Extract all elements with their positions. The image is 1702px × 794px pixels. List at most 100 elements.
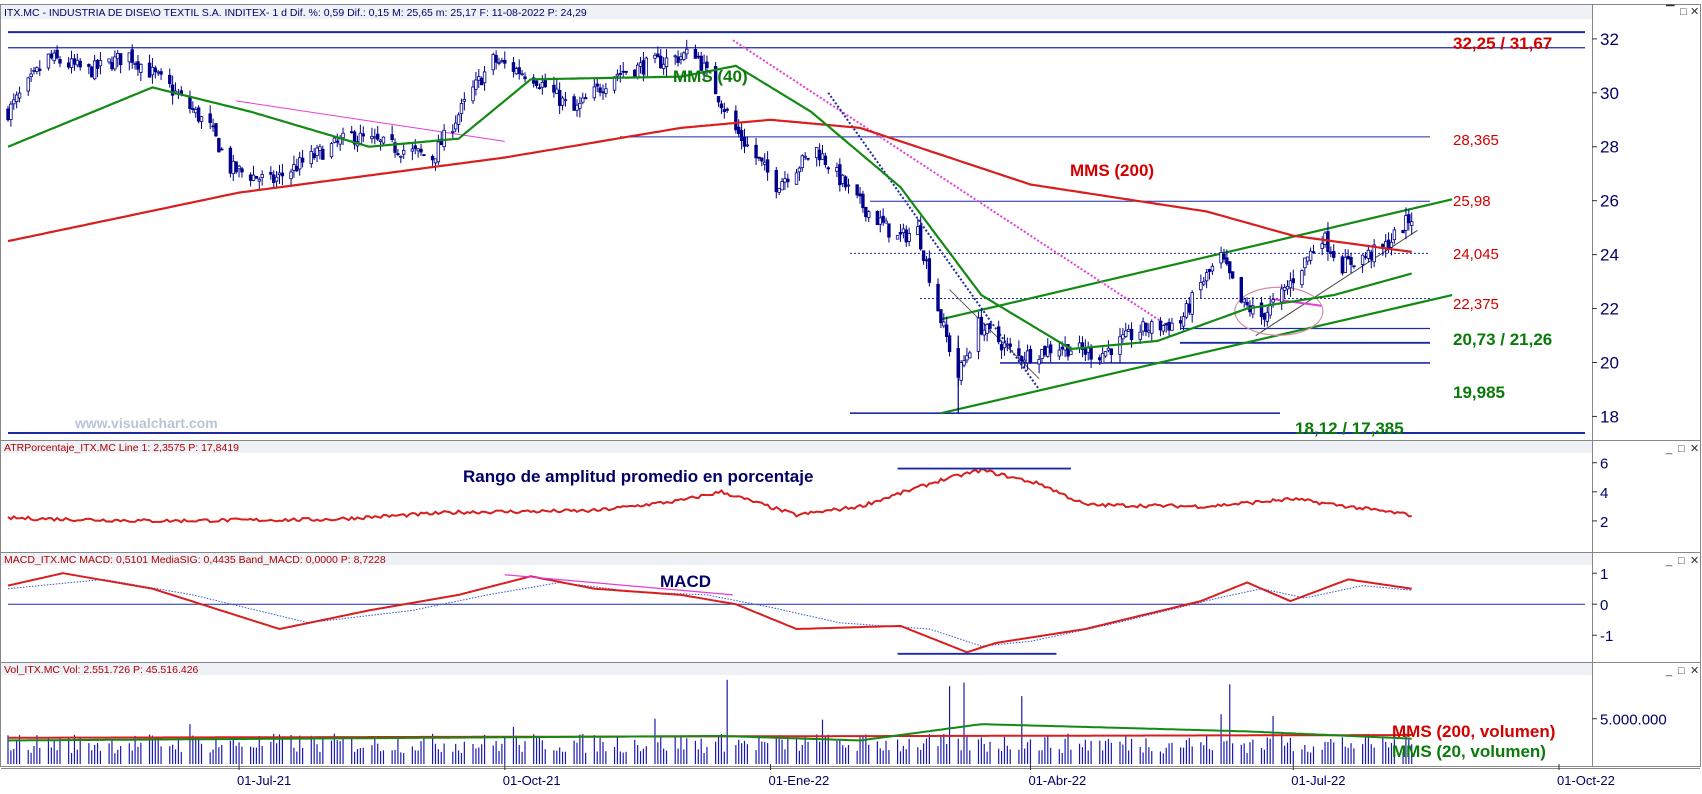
candle-body [1167, 321, 1171, 331]
candle-body [462, 98, 467, 102]
candle-body [396, 153, 400, 155]
atr-minimize-icon[interactable]: _ [1665, 443, 1673, 455]
candle-body [378, 139, 383, 142]
candle-body [1126, 328, 1131, 332]
restore-icon[interactable]: □ [1680, 6, 1687, 18]
candle-body [1066, 344, 1070, 357]
candle-body [581, 97, 585, 103]
candle-body [312, 153, 316, 159]
candle-body [1251, 305, 1255, 315]
candle-body [419, 148, 423, 153]
candle-body [451, 130, 455, 133]
candle-body [1329, 251, 1333, 254]
candle-body [217, 138, 221, 153]
candle-body [1158, 320, 1163, 331]
candle-body [682, 52, 686, 60]
candle-body [1121, 334, 1125, 340]
candle-body [867, 211, 871, 218]
candle-body [1170, 322, 1174, 331]
candle-body [196, 107, 201, 122]
vol-close-icon[interactable]: ✕ [1690, 665, 1699, 677]
candle-body [318, 146, 322, 151]
macd-restore-icon[interactable]: □ [1678, 555, 1685, 567]
candle-body [459, 102, 464, 115]
candle-body [335, 140, 339, 143]
close-icon[interactable]: ✕ [1690, 6, 1699, 18]
candle-body [214, 123, 218, 137]
candle-body [87, 63, 91, 67]
candle-body [939, 309, 943, 324]
candle-body [269, 171, 273, 175]
candle-body [985, 323, 989, 334]
candle-body [875, 211, 880, 226]
atr-restore-icon[interactable]: □ [1678, 443, 1685, 455]
candle-body [1323, 232, 1327, 245]
macd-tick-label: 0 [1600, 597, 1608, 614]
candle-body [653, 54, 657, 59]
candle-body [497, 62, 501, 64]
candle-body [471, 86, 475, 102]
candle-body [543, 79, 547, 88]
level-label-22375: 22,375 [1453, 296, 1499, 313]
candle-body [277, 172, 282, 176]
candle-body [944, 324, 949, 337]
candle-body [601, 91, 605, 94]
candle-body [797, 167, 802, 173]
candle-body [1389, 241, 1394, 248]
candle-body [737, 126, 741, 134]
candle-body [719, 103, 724, 109]
candle-body [1280, 288, 1284, 303]
candle-body [817, 149, 822, 161]
candle-body [1404, 215, 1408, 231]
candle-body [976, 317, 981, 352]
candle-body [46, 53, 51, 69]
candle-body [552, 84, 556, 93]
vol-minimize-icon[interactable]: _ [1665, 665, 1673, 677]
candle-body [32, 69, 36, 72]
candle-body [442, 129, 446, 148]
candle-body [621, 70, 625, 73]
candle-body [780, 181, 784, 191]
candle-body [350, 131, 354, 134]
candle-body [127, 52, 132, 63]
candle-body [153, 67, 158, 72]
candle-body [826, 167, 830, 170]
candle-body [95, 59, 100, 69]
candle-body [641, 60, 646, 75]
macd-close-icon[interactable]: ✕ [1690, 555, 1699, 567]
price-panel-header: ITX.MC - INDUSTRIA DE DISE\O TEXTIL S.A.… [4, 7, 587, 19]
candle-body [924, 259, 929, 262]
level-label-2073: 20,73 / 21,26 [1453, 330, 1552, 349]
candle-body [107, 58, 111, 63]
candle-body [453, 122, 458, 130]
candle-body [477, 76, 481, 81]
candle-body [1040, 348, 1044, 359]
candle-body [1008, 343, 1012, 347]
candle-body [75, 59, 80, 66]
candle-body [92, 60, 97, 80]
candle-body [1141, 321, 1145, 332]
candle-body [1184, 303, 1189, 318]
atr-close-icon[interactable]: ✕ [1690, 443, 1699, 455]
macd-line [7, 572, 1412, 654]
candle-body [604, 88, 608, 94]
vol-mms20-line [7, 723, 1412, 742]
minimize-icon[interactable]: ▔ [1665, 5, 1675, 18]
level-label-24045: 24,045 [1453, 246, 1499, 263]
blue-dotted-trendline [827, 92, 1040, 391]
candle-body [78, 60, 82, 68]
candle-body [517, 67, 521, 74]
candle-body [734, 110, 738, 131]
macd-minimize-icon[interactable]: _ [1665, 555, 1673, 567]
vol-mms200-label: MMS (200, volumen) [1392, 722, 1555, 741]
candle-body [280, 172, 285, 177]
candle-body [673, 55, 677, 58]
vol-restore-icon[interactable]: □ [1678, 665, 1685, 677]
candle-body [136, 61, 140, 70]
watermark: www.visualchart.com [74, 415, 218, 431]
candle-body [156, 71, 160, 74]
candle-body [1057, 349, 1062, 357]
x-tick-label: 01-Oct-21 [503, 773, 561, 788]
candle-body [739, 130, 744, 141]
